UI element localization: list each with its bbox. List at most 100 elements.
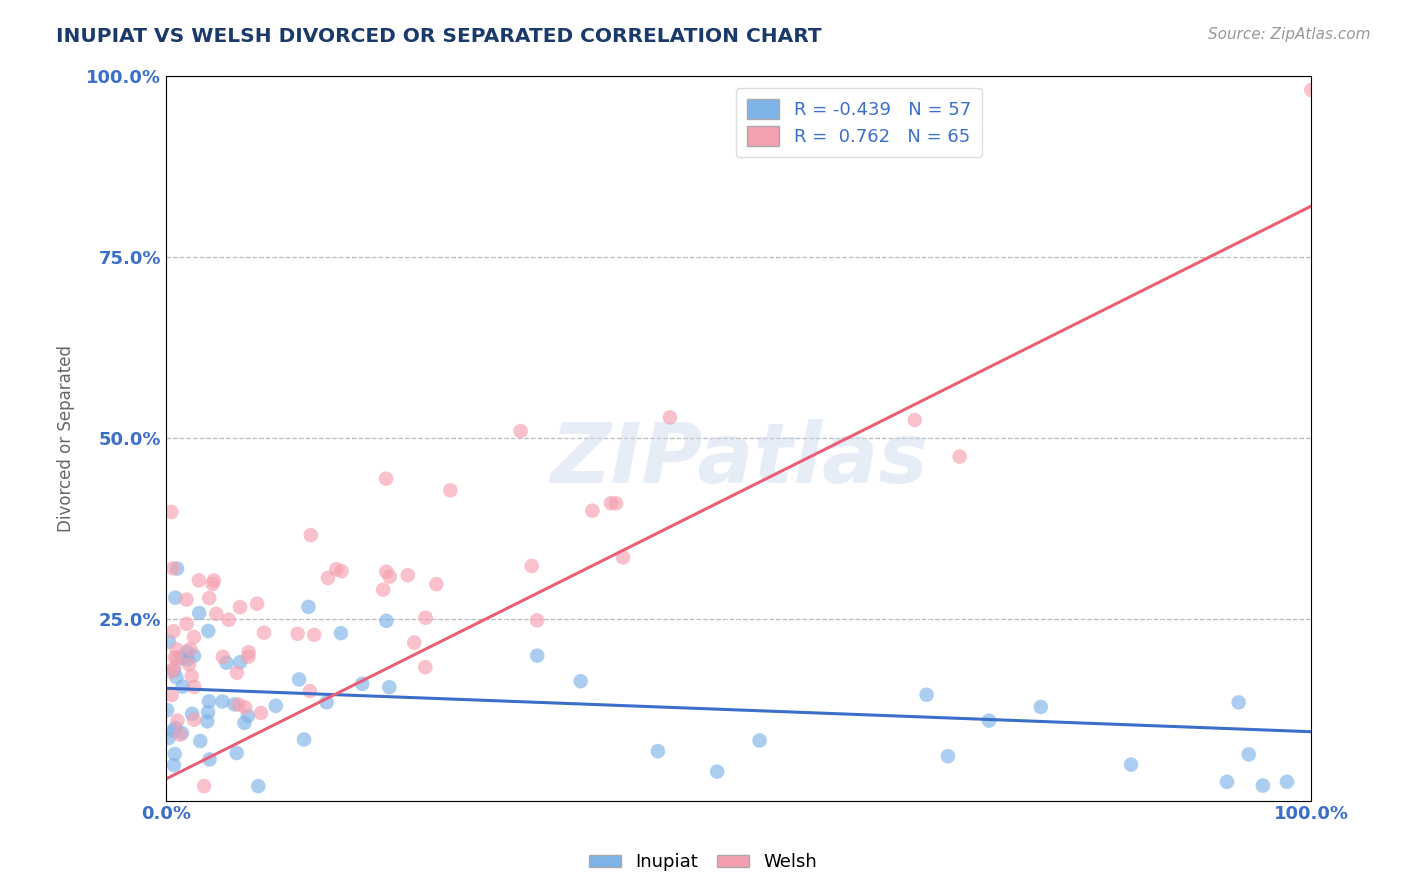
Point [187,574,209,588]
Point [195,714,218,729]
Point [183,630,205,644]
Point [748,733,770,747]
Point [198,591,221,605]
Point [1237,747,1260,762]
Point [197,624,219,638]
Point [228,698,250,712]
Point [236,709,259,723]
Point [378,569,401,583]
Point [160,688,183,702]
Point [163,747,186,761]
Point [229,600,252,615]
Point [315,695,337,709]
Text: ZIPatlas: ZIPatlas [550,419,928,500]
Point [156,703,179,717]
Text: INUPIAT VS WELSH DIVORCED OR SEPARATED CORRELATION CHART: INUPIAT VS WELSH DIVORCED OR SEPARATED C… [56,27,823,45]
Point [520,558,543,573]
Point [375,614,398,628]
Point [188,734,211,748]
Point [915,688,938,702]
Legend: R = -0.439   N = 57, R =  0.762   N = 65: R = -0.439 N = 57, R = 0.762 N = 65 [735,88,981,157]
Point [647,744,669,758]
Point [292,732,315,747]
Point [325,562,347,576]
Point [176,652,198,666]
Point [176,645,198,659]
Point [166,642,188,657]
Point [198,752,221,766]
Point [316,571,339,585]
Point [177,657,200,672]
Point [1227,695,1250,709]
Point [352,677,374,691]
Point [202,574,225,588]
Point [176,616,198,631]
Point [253,625,276,640]
Point [165,670,187,684]
Point [238,645,260,659]
Point [298,684,321,698]
Point [163,758,186,772]
Point [211,694,233,708]
Point [1301,83,1323,97]
Point [172,680,194,694]
Point [163,661,186,675]
Point [302,628,325,642]
Point [378,680,401,694]
Point [329,626,352,640]
Point [233,700,256,714]
Point [233,715,256,730]
Point [160,665,183,679]
Point [225,665,247,680]
Point [183,680,205,694]
Point [439,483,461,498]
Point [193,779,215,793]
Point [425,577,447,591]
Point [170,651,193,665]
Point [706,764,728,779]
Point [246,597,269,611]
Point [1251,779,1274,793]
Point [201,577,224,591]
Point [1216,775,1239,789]
Point [212,649,235,664]
Point [375,472,398,486]
Point [218,613,240,627]
Point [569,674,592,689]
Point [949,450,972,464]
Point [287,626,309,640]
Point [162,624,184,639]
Point [297,599,319,614]
Point [224,698,246,712]
Point [205,607,228,621]
Point [375,565,398,579]
Point [977,714,1000,728]
Point [180,669,202,683]
Point [599,496,621,510]
Point [247,779,270,793]
Point [169,728,191,742]
Point [1029,700,1052,714]
Point [166,561,188,575]
Point [415,660,437,674]
Point [157,634,180,648]
Point [415,610,437,624]
Point [183,713,205,727]
Point [176,592,198,607]
Point [842,90,865,104]
Point [299,528,322,542]
Point [1275,774,1298,789]
Point [198,694,221,708]
Text: Source: ZipAtlas.com: Source: ZipAtlas.com [1208,27,1371,42]
Y-axis label: Divorced or Separated: Divorced or Separated [58,344,75,532]
Point [165,591,187,605]
Point [162,561,184,575]
Point [163,664,186,678]
Point [404,635,426,649]
Point [215,656,238,670]
Point [288,673,311,687]
Point [612,550,634,565]
Point [238,649,260,664]
Point [197,705,219,719]
Point [170,726,193,740]
